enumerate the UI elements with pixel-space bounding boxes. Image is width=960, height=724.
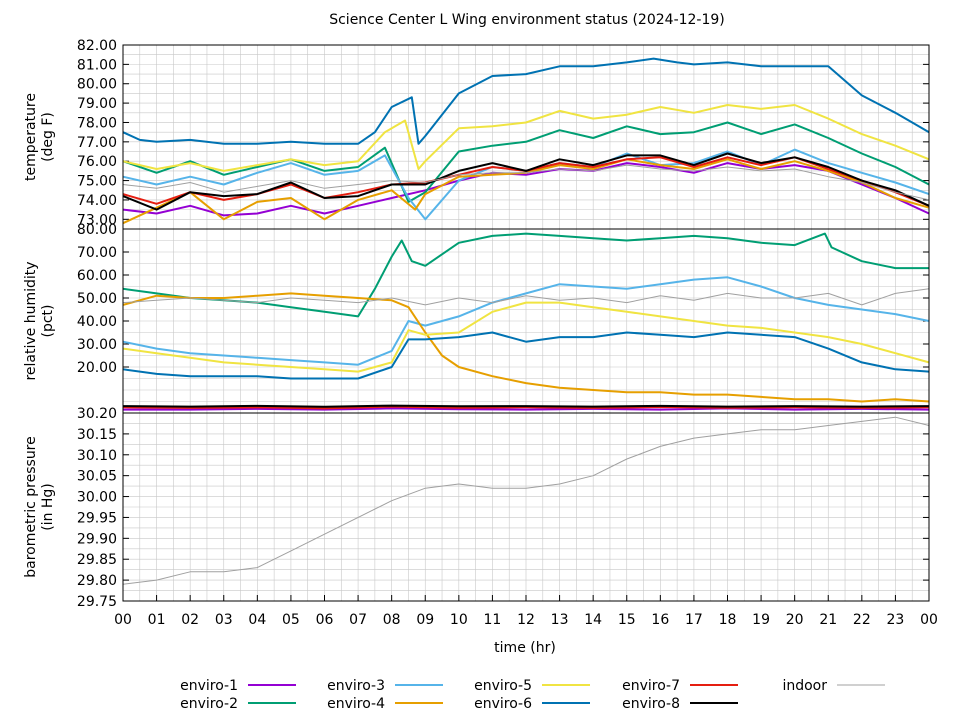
x-tick-label: 12 (517, 612, 535, 628)
legend-label-enviro-8: enviro-8 (622, 696, 680, 712)
x-tick-label: 06 (316, 612, 334, 628)
y-tick-label: 30.00 (77, 337, 117, 353)
x-tick-label: 10 (450, 612, 468, 628)
y-tick-label: 78.00 (77, 115, 117, 131)
y-tick-label: 81.00 (77, 57, 117, 73)
series-line-enviro-5 (122, 104, 930, 172)
panel-0: 73.00 74.00 75.00 76.00 77.00 78.00 79.00 80.00… (23, 38, 930, 230)
x-tick-label: 19 (752, 612, 770, 628)
x-tick-label: 00 (920, 612, 938, 628)
y-tick-label: 79.00 (77, 96, 117, 112)
legend-label-indoor: indoor (782, 678, 827, 694)
x-tick-label: 15 (618, 612, 636, 628)
x-tick-label: 09 (416, 612, 434, 628)
y-tick-label: 80.00 (77, 77, 117, 93)
y-tick-label: 77.00 (77, 135, 117, 151)
x-tick-label: 23 (887, 612, 905, 628)
series-line-enviro-6 (122, 331, 930, 380)
x-tick-label: 14 (584, 612, 602, 628)
x-tick-label: 01 (148, 612, 166, 628)
x-tick-label: 20 (786, 612, 804, 628)
series-line-enviro-1 (123, 407, 930, 411)
x-tick-label: 00 (114, 612, 132, 628)
legend-label-enviro-4: enviro-4 (327, 696, 385, 712)
y-tick-label: 30.00 (77, 490, 117, 506)
x-tick-label: 04 (248, 612, 266, 628)
series-line-enviro-4 (122, 158, 930, 225)
y-tick-label: 29.80 (77, 573, 117, 589)
y-tick-label: 73.00 (77, 212, 117, 228)
y-tick-label: 20.00 (77, 360, 117, 376)
series-line-enviro-6 (122, 57, 930, 145)
y-axis-label: barometric pressure (23, 436, 39, 577)
series-line-enviro-2 (122, 232, 929, 318)
y-tick-label: 70.00 (77, 245, 117, 261)
y-tick-label: 29.95 (77, 510, 117, 526)
series-line-indoor (122, 416, 930, 585)
x-tick-label: 08 (383, 612, 401, 628)
x-tick-label: 11 (484, 612, 502, 628)
y-tick-label: 30.05 (77, 469, 117, 485)
x-tick-label: 05 (282, 612, 300, 628)
y-axis-label: (deg F) (40, 112, 56, 162)
y-tick-label: 76.00 (77, 154, 117, 170)
y-tick-label: 29.75 (77, 594, 117, 610)
series-line-indoor (122, 288, 930, 306)
series-line-enviro-3 (122, 276, 930, 366)
y-tick-label: 82.00 (77, 38, 117, 54)
series-line-enviro-4 (122, 292, 930, 403)
x-tick-label: 13 (551, 612, 569, 628)
x-tick-label: 21 (819, 612, 837, 628)
x-tick-label: 03 (215, 612, 233, 628)
y-tick-label: 80.00 (77, 222, 117, 238)
y-tick-label: 75.00 (77, 174, 117, 190)
chart-title: Science Center L Wing environment status… (329, 12, 725, 28)
series-line-enviro-7 (122, 405, 930, 410)
y-tick-label: 30.10 (77, 448, 117, 464)
y-tick-label: 74.00 (77, 193, 117, 209)
series-line-enviro-8 (122, 152, 930, 211)
x-tick-label: 17 (685, 612, 703, 628)
panel-2: 29.75 29.80 29.85 29.90 29.95 30.00 30.05 30.10… (23, 406, 930, 610)
x-tick-label: 07 (349, 612, 367, 628)
x-tick-label: 22 (853, 612, 871, 628)
series-line-indoor (122, 164, 930, 201)
y-tick-label: 60.00 (77, 268, 117, 284)
y-tick-label: 40.00 (77, 314, 117, 330)
x-tick-label: 16 (651, 612, 669, 628)
y-axis-label: temperature (23, 93, 39, 181)
y-tick-label: 30.20 (77, 406, 117, 422)
series-line-enviro-2 (122, 121, 930, 203)
y-tick-label: 50.00 (77, 291, 117, 307)
y-axis-label: (pct) (40, 305, 56, 338)
legend-label-enviro-6: enviro-6 (474, 696, 532, 712)
panel-1: 20.00 30.00 40.00 50.00 60.00 70.00 80.00 relat… (23, 222, 930, 414)
series-line-enviro-1 (122, 162, 930, 217)
y-tick-label: 30.15 (77, 427, 117, 443)
series-line-enviro-8 (122, 404, 930, 408)
y-axis-label: relative humidity (23, 261, 39, 380)
legend-label-enviro-3: enviro-3 (327, 678, 385, 694)
legend-label-enviro-1: enviro-1 (180, 678, 238, 694)
legend-label-enviro-5: enviro-5 (474, 678, 532, 694)
y-axis-label: (in Hg) (40, 483, 56, 531)
x-axis-label: time (hr) (494, 640, 556, 656)
y-tick-label: 29.90 (77, 531, 117, 547)
x-tick-label: 02 (181, 612, 199, 628)
series-line-enviro-5 (122, 301, 930, 373)
x-tick-label: 18 (719, 612, 737, 628)
legend-label-enviro-2: enviro-2 (180, 696, 238, 712)
y-tick-label: 29.85 (77, 552, 117, 568)
legend-label-enviro-7: enviro-7 (622, 678, 680, 694)
